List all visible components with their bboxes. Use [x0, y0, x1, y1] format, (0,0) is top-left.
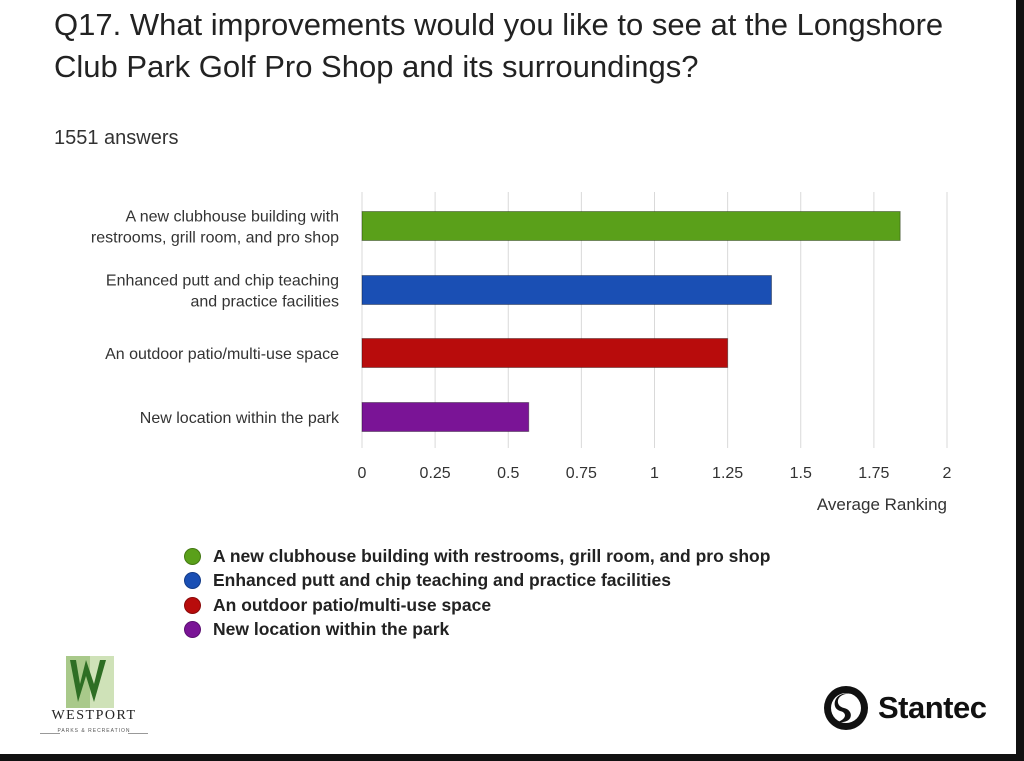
westport-name: WESTPORT — [51, 708, 137, 723]
answer-count: 1551 answers — [54, 127, 179, 149]
legend-item: An outdoor patio/multi-use space — [184, 593, 770, 618]
bar — [361, 211, 901, 241]
x-tick-label: 1.25 — [712, 465, 743, 482]
legend-label: Enhanced putt and chip teaching and prac… — [213, 570, 672, 591]
stantec-swirl-icon — [824, 686, 868, 730]
legend-item: New location within the park — [184, 618, 770, 643]
bar — [361, 275, 772, 305]
category-label: restrooms, grill room, and pro shop — [91, 230, 339, 247]
legend-item: A new clubhouse building with restrooms,… — [184, 544, 770, 569]
question-title: Q17. What improvements would you like to… — [54, 7, 944, 84]
category-label: and practice facilities — [190, 294, 339, 311]
legend-color-dot — [184, 547, 201, 565]
category-label: A new clubhouse building with — [126, 209, 339, 226]
legend-color-dot — [184, 621, 201, 639]
x-tick-label: 2 — [943, 465, 952, 482]
frame-edge-bottom — [0, 754, 1024, 761]
x-tick-label: 0.5 — [497, 465, 519, 482]
category-label: An outdoor patio/multi-use space — [105, 346, 339, 363]
x-tick-label: 0.25 — [420, 465, 451, 482]
legend-color-dot — [184, 596, 201, 614]
stantec-logo: Stantec — [822, 684, 987, 732]
legend-color-dot — [184, 572, 201, 590]
x-tick-label: 0.75 — [566, 465, 597, 482]
frame-edge-right — [1016, 0, 1024, 761]
x-tick-label: 1 — [650, 465, 659, 482]
westport-subtitle: PARKS & RECREATION — [57, 728, 131, 734]
bar-chart: 0 0.25 0.5 0.75 1 1.25 1.5 1.75 2 A new clubhouse… — [91, 192, 952, 514]
stantec-name: Stantec — [878, 690, 987, 725]
bar — [361, 338, 729, 368]
legend-label: An outdoor patio/multi-use space — [213, 594, 492, 615]
x-tick-label: 1.5 — [790, 465, 812, 482]
westport-logo: WESTPORT PARKS & RECREATION — [38, 656, 150, 742]
category-label: New location within the park — [140, 410, 340, 427]
x-axis-title: Average Ranking — [817, 495, 947, 514]
x-tick-label: 0 — [358, 465, 367, 482]
legend: A new clubhouse building with restrooms,… — [184, 544, 770, 642]
x-tick-label: 1.75 — [858, 465, 889, 482]
bar — [361, 402, 530, 432]
category-label: Enhanced putt and chip teaching — [106, 273, 339, 290]
legend-label: New location within the park — [213, 619, 450, 640]
legend-label: A new clubhouse building with restrooms,… — [213, 545, 771, 566]
legend-item: Enhanced putt and chip teaching and prac… — [184, 569, 770, 594]
westport-w-icon — [66, 656, 114, 708]
